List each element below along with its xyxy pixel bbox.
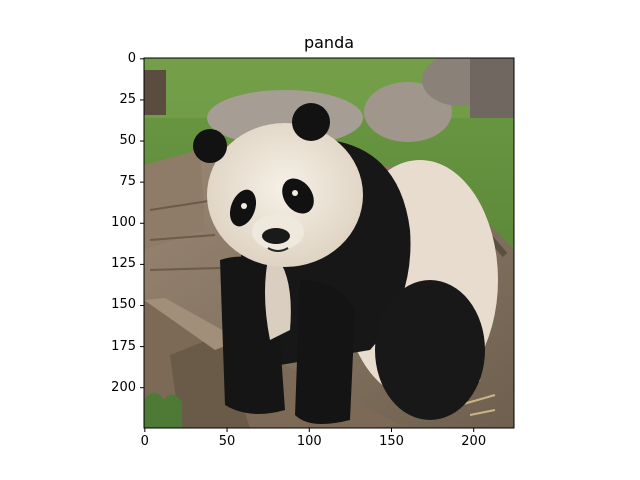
- y-tick-label: 125: [111, 256, 136, 272]
- y-tick-label: 200: [111, 379, 136, 395]
- panda-left-ear: [193, 129, 227, 163]
- tree-stump: [144, 70, 166, 115]
- y-tick-label: 0: [127, 50, 136, 66]
- plot-title: panda: [303, 33, 355, 52]
- panda-right-leg: [295, 280, 355, 424]
- y-tick-label: 75: [119, 174, 136, 190]
- panda-right-eye-patch: [282, 178, 314, 214]
- boulder-right: [364, 82, 452, 142]
- panda-photo: [144, 58, 514, 428]
- y-tick-label: 175: [111, 338, 136, 354]
- y-axis-ticks: [140, 58, 144, 389]
- panda-right-ear: [292, 103, 330, 141]
- panda: [193, 103, 498, 424]
- y-tick-label: 150: [111, 297, 136, 313]
- x-tick-label: 200: [461, 434, 487, 449]
- x-tick-label: 0: [140, 434, 149, 449]
- panda-nose: [262, 228, 290, 244]
- panda-hind-leg: [375, 280, 485, 420]
- x-tick-label: 50: [218, 434, 236, 449]
- y-tick-label: 50: [119, 133, 136, 149]
- x-axis-ticks: [144, 428, 475, 432]
- x-tick-label: 150: [379, 434, 404, 449]
- y-tick-label: 25: [119, 91, 136, 107]
- x-tick-label: 100: [296, 434, 322, 449]
- y-tick-label: 100: [111, 215, 136, 231]
- axes-frame: [143, 57, 515, 429]
